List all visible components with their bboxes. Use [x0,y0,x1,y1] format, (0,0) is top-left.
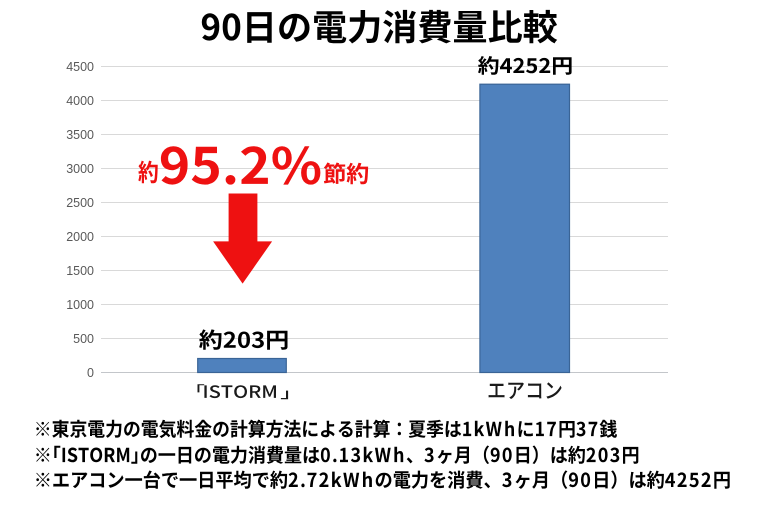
svg-text:4000: 4000 [66,94,94,108]
svg-text:2000: 2000 [66,230,94,244]
svg-text:1500: 1500 [66,264,94,278]
svg-text:0: 0 [87,366,94,380]
svg-text:3000: 3000 [66,162,94,176]
svg-text:4500: 4500 [66,60,94,74]
svg-text:1000: 1000 [66,298,94,312]
svg-text:500: 500 [73,332,94,346]
svg-text:2500: 2500 [66,196,94,210]
svg-text:3500: 3500 [66,128,94,142]
